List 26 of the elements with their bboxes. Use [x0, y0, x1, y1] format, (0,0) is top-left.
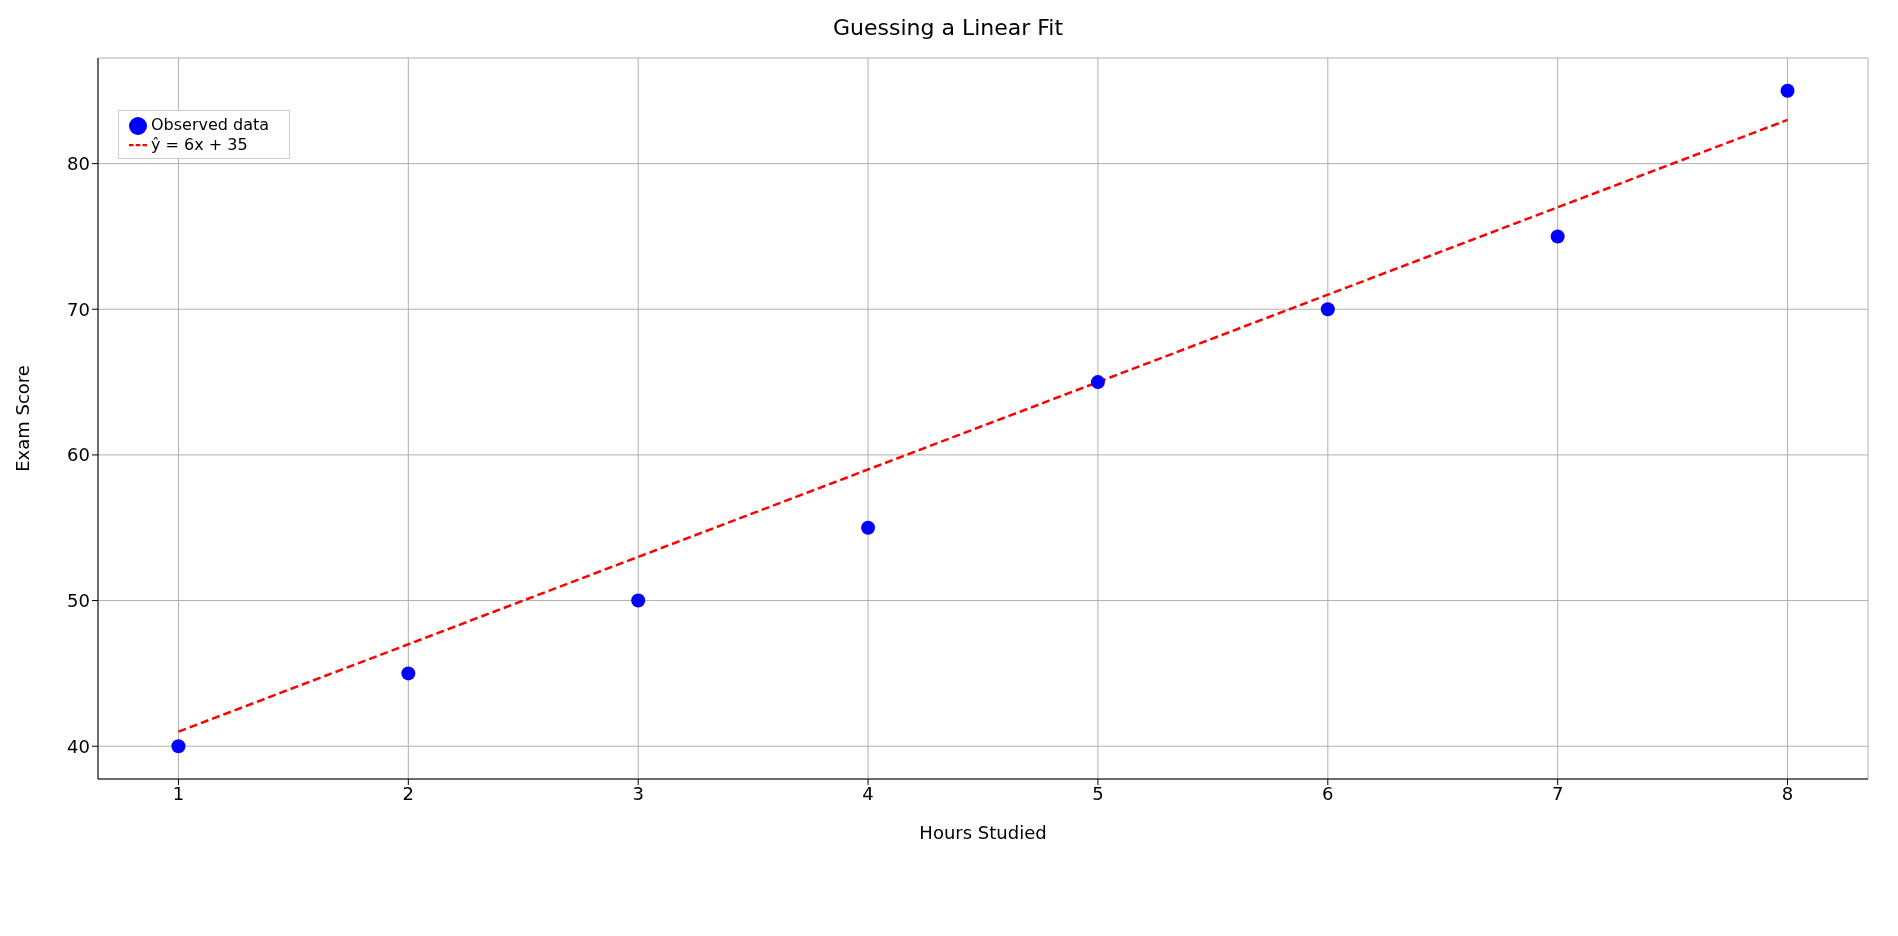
chart-title: Guessing a Linear Fit — [831, 14, 1065, 42]
point — [631, 593, 646, 608]
point — [1320, 302, 1335, 317]
point — [1780, 83, 1795, 98]
y-tick-label: 60 — [67, 444, 90, 466]
point — [861, 520, 876, 535]
x-tick-label: 4 — [862, 782, 874, 804]
legend-label: Observed data — [151, 115, 270, 134]
x-tick-label: 8 — [1781, 782, 1794, 804]
x-tick-label: 7 — [1551, 782, 1564, 804]
y-axis-title: Exam Score — [12, 365, 34, 472]
y-tick-label: 50 — [67, 589, 90, 611]
x-tick-label: 2 — [402, 782, 415, 804]
point — [1550, 229, 1565, 244]
x-tick-label: 5 — [1092, 782, 1104, 804]
x-tick-label: 3 — [632, 782, 644, 804]
x-axis-title: Hours Studied — [919, 822, 1047, 843]
x-tick-label: 1 — [172, 782, 185, 804]
y-tick-label: 80 — [67, 152, 90, 174]
point — [171, 739, 186, 754]
legend-label: ŷ = 6x + 35 — [151, 134, 248, 154]
point — [1090, 375, 1105, 390]
x-tick-label: 6 — [1322, 782, 1334, 804]
y-tick-label: 40 — [67, 735, 90, 757]
point — [401, 666, 416, 681]
y-tick-label: 70 — [67, 298, 90, 320]
